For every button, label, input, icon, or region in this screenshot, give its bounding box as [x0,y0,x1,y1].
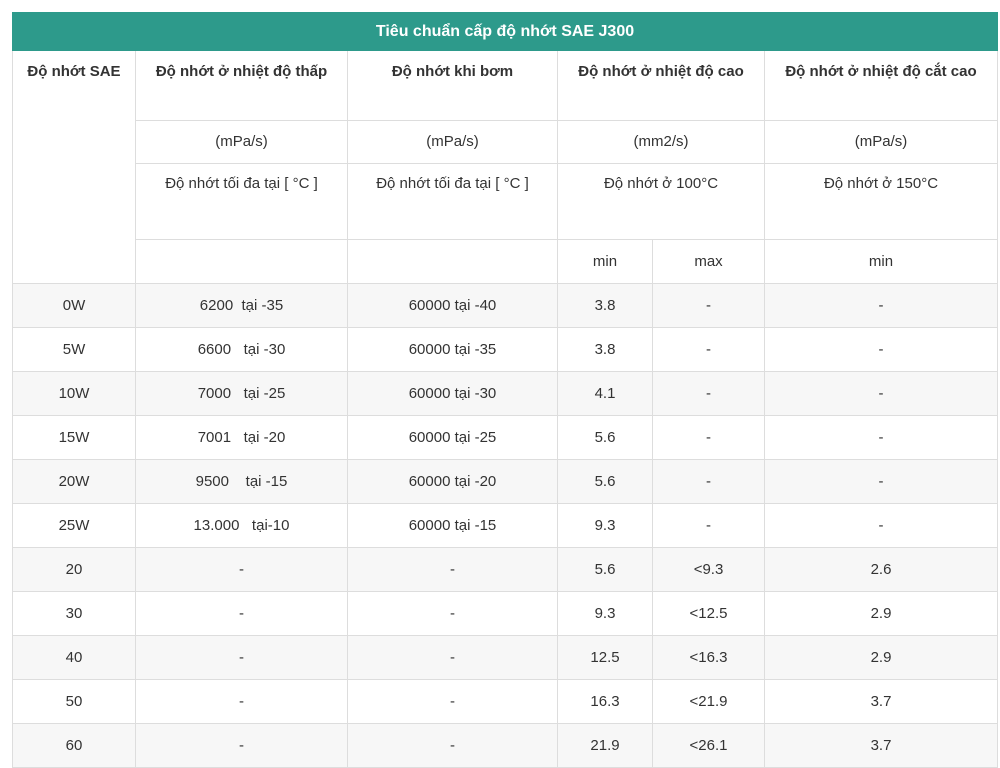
data-cell: 2.9 [764,591,998,636]
data-cell: - [135,635,348,680]
subheader-cell: min [764,239,998,284]
data-cell: 6200 tại -35 [135,283,348,328]
subheader-cell: max [652,239,765,284]
data-cell: 4.1 [557,371,653,416]
data-cell: - [764,459,998,504]
data-cell: - [135,547,348,592]
header-cell: Độ nhớt khi bơm [347,50,558,121]
empty-cell [347,239,558,284]
data-cell: 30 [12,591,136,636]
data-row: 10W 7000 tại -25 60000 tại -30 4.1- - [12,371,998,416]
data-cell: 9.3 [557,503,653,548]
data-cell: - [347,635,558,680]
data-cell: 5.6 [557,415,653,460]
header-cell: Độ nhớt ở nhiệt độ cắt cao [764,50,998,121]
data-cell: <9.3 [652,547,765,592]
data-cell: 60000 tại -25 [347,415,558,460]
data-cell: 13.000 tại-10 [135,503,348,548]
data-cell: - [652,503,765,548]
data-cell: - [652,283,765,328]
data-cell: - [764,415,998,460]
data-cell: 6600 tại -30 [135,327,348,372]
unit-cell: (mPa/s) [347,120,558,164]
data-cell: 5W [12,327,136,372]
data-cell: 3.7 [764,679,998,724]
data-cell: - [652,371,765,416]
unit-cell: (mm2/s) [557,120,765,164]
data-cell: 20 [12,547,136,592]
data-cell: - [764,371,998,416]
data-cell: 60000 tại -20 [347,459,558,504]
unit-cell: (mPa/s) [135,120,348,164]
data-cell: 5.6 [557,459,653,504]
data-cell: - [652,327,765,372]
data-cell: 9500 tại -15 [135,459,348,504]
table-title: Tiêu chuẩn cấp độ nhớt SAE J300 [12,12,998,51]
data-row: 20- -5.6 <9.3 2.6 [12,547,998,592]
data-cell: 60000 tại -40 [347,283,558,328]
data-cell: 3.8 [557,327,653,372]
data-cell: - [764,327,998,372]
data-cell: - [135,591,348,636]
data-cell: 10W [12,371,136,416]
data-row: 40- -12.5 <16.3 2.9 [12,635,998,680]
data-cell: - [347,679,558,724]
data-cell: 7000 tại -25 [135,371,348,416]
data-row: 30- -9.3 <12.5 2.9 [12,591,998,636]
data-cell: 60000 tại -15 [347,503,558,548]
data-cell: 50 [12,679,136,724]
data-cell: - [764,503,998,548]
data-cell: - [135,679,348,724]
data-cell: <12.5 [652,591,765,636]
data-row: 5W 6600 tại -30 60000 tại -35 3.8- - [12,327,998,372]
data-cell: 0W [12,283,136,328]
unit-cell: (mPa/s) [764,120,998,164]
data-row: 0W 6200 tại -35 60000 tại -40 3.8- - [12,283,998,328]
data-cell: 5.6 [557,547,653,592]
data-cell: - [347,547,558,592]
data-cell: 9.3 [557,591,653,636]
header-cell: Độ nhớt SAE [12,50,136,284]
data-cell: - [347,591,558,636]
data-cell: 40 [12,635,136,680]
data-cell: 12.5 [557,635,653,680]
data-cell: 16.3 [557,679,653,724]
data-cell: 20W [12,459,136,504]
data-cell: 15W [12,415,136,460]
header-cell: Độ nhớt ở nhiệt độ thấp [135,50,348,121]
subheader-cell: min [557,239,653,284]
data-cell: 7001 tại -20 [135,415,348,460]
description-cell: Độ nhớt ở 150°C [764,163,998,240]
data-row: 15W 7001 tại -20 60000 tại -25 5.6- - [12,415,998,460]
description-cell: Độ nhớt tối đa tại [ °C ] [347,163,558,240]
data-cell: 25W [12,503,136,548]
data-cell: 60000 tại -30 [347,371,558,416]
description-cell: Độ nhớt ở 100°C [557,163,765,240]
data-row: 25W 13.000 tại-10 60000 tại -15 9.3- - [12,503,998,548]
header-cell: Độ nhớt ở nhiệt độ cao [557,50,765,121]
data-cell: - [652,415,765,460]
data-row: 20W 9500 tại -15 60000 tại -20 5.6- - [12,459,998,504]
data-cell: 2.9 [764,635,998,680]
data-cell: 3.8 [557,283,653,328]
data-cell: <16.3 [652,635,765,680]
empty-cell [135,239,348,284]
data-row: 50- -16.3 <21.9 3.7 [12,679,998,724]
viscosity-table: Tiêu chuẩn cấp độ nhớt SAE J300 Độ nhớt … [12,12,998,768]
data-cell: 60000 tại -35 [347,327,558,372]
data-cell: - [652,459,765,504]
data-cell: <21.9 [652,679,765,724]
data-cell: 2.6 [764,547,998,592]
description-cell: Độ nhớt tối đa tại [ °C ] [135,163,348,240]
data-cell: - [764,283,998,328]
